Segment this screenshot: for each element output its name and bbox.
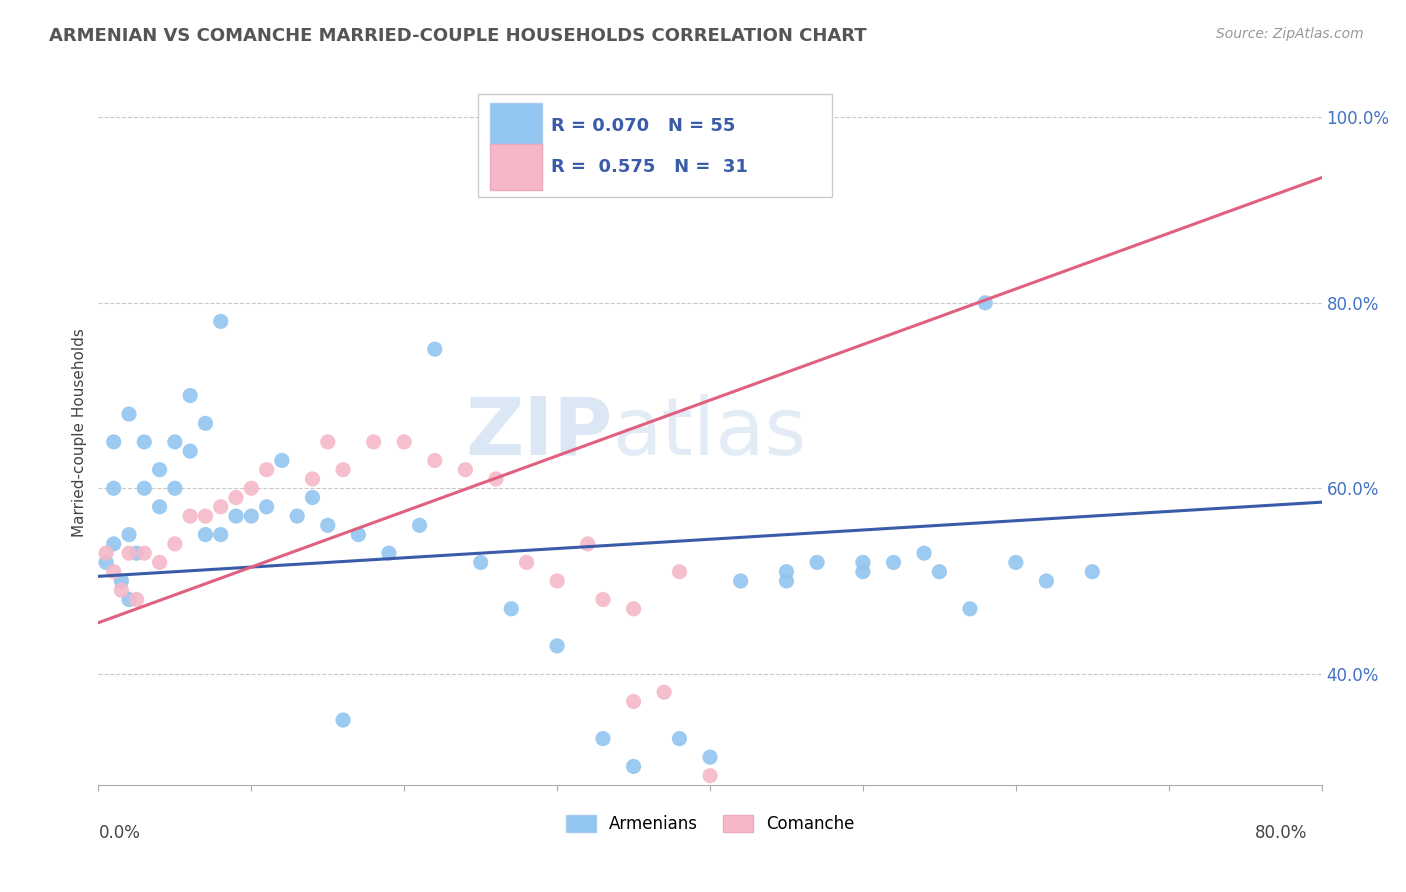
- Point: [316, 434, 339, 449]
- Point: [316, 518, 339, 533]
- Point: [332, 713, 354, 727]
- Point: [125, 546, 148, 560]
- Point: [516, 556, 538, 570]
- Point: [423, 342, 446, 356]
- Point: [240, 509, 263, 524]
- Point: [94, 556, 117, 570]
- Point: [256, 500, 278, 514]
- Point: [118, 407, 141, 421]
- Point: [775, 574, 797, 588]
- Point: [806, 556, 828, 570]
- Point: [592, 731, 614, 746]
- Point: [623, 694, 645, 708]
- Point: [852, 556, 875, 570]
- Point: [332, 463, 354, 477]
- Point: [134, 434, 156, 449]
- Point: [959, 602, 981, 616]
- Point: [194, 527, 217, 541]
- Text: R =  0.575   N =  31: R = 0.575 N = 31: [551, 158, 748, 176]
- Point: [256, 463, 278, 477]
- Point: [209, 527, 232, 541]
- Point: [125, 592, 148, 607]
- Point: [179, 388, 201, 402]
- Point: [149, 463, 172, 477]
- Point: [149, 500, 172, 514]
- Point: [546, 574, 568, 588]
- Point: [209, 314, 232, 328]
- Point: [94, 546, 117, 560]
- Point: [623, 759, 645, 773]
- FancyBboxPatch shape: [478, 95, 832, 196]
- Point: [1035, 574, 1057, 588]
- Point: [118, 546, 141, 560]
- Point: [652, 685, 675, 699]
- Point: [118, 527, 141, 541]
- Text: Source: ZipAtlas.com: Source: ZipAtlas.com: [1216, 27, 1364, 41]
- Y-axis label: Married-couple Households: Married-couple Households: [72, 328, 87, 537]
- Point: [149, 556, 172, 570]
- Point: [163, 481, 186, 495]
- Point: [623, 602, 645, 616]
- Point: [1081, 565, 1104, 579]
- Point: [592, 592, 614, 607]
- Point: [775, 565, 797, 579]
- Point: [408, 518, 430, 533]
- Text: ARMENIAN VS COMANCHE MARRIED-COUPLE HOUSEHOLDS CORRELATION CHART: ARMENIAN VS COMANCHE MARRIED-COUPLE HOUS…: [49, 27, 868, 45]
- Point: [485, 472, 508, 486]
- Point: [194, 417, 217, 431]
- Point: [363, 434, 385, 449]
- Point: [852, 565, 875, 579]
- Point: [576, 537, 599, 551]
- Point: [347, 527, 370, 541]
- Point: [546, 639, 568, 653]
- Point: [730, 574, 752, 588]
- Point: [110, 583, 132, 598]
- Point: [730, 157, 752, 171]
- FancyBboxPatch shape: [489, 144, 543, 190]
- Point: [423, 453, 446, 467]
- Text: ZIP: ZIP: [465, 393, 612, 472]
- Point: [209, 500, 232, 514]
- Point: [103, 434, 125, 449]
- Point: [301, 472, 323, 486]
- Point: [699, 750, 721, 764]
- Point: [454, 463, 477, 477]
- Point: [270, 453, 292, 467]
- Point: [225, 509, 247, 524]
- Point: [163, 537, 186, 551]
- Point: [285, 509, 308, 524]
- Point: [974, 295, 997, 310]
- Point: [225, 491, 247, 505]
- Point: [103, 481, 125, 495]
- Point: [501, 602, 523, 616]
- Point: [179, 509, 201, 524]
- Text: 0.0%: 0.0%: [98, 824, 141, 842]
- Point: [668, 731, 690, 746]
- Point: [912, 546, 935, 560]
- Point: [470, 556, 492, 570]
- Text: 80.0%: 80.0%: [1256, 824, 1308, 842]
- Legend: Armenians, Comanche: Armenians, Comanche: [558, 808, 862, 840]
- Point: [378, 546, 401, 560]
- Point: [883, 556, 905, 570]
- Point: [163, 434, 186, 449]
- Text: atlas: atlas: [612, 393, 807, 472]
- Point: [134, 546, 156, 560]
- Point: [699, 769, 721, 783]
- Point: [134, 481, 156, 495]
- Point: [668, 565, 690, 579]
- Point: [110, 574, 132, 588]
- Point: [1004, 556, 1026, 570]
- Text: R = 0.070   N = 55: R = 0.070 N = 55: [551, 117, 735, 135]
- FancyBboxPatch shape: [489, 103, 543, 149]
- Point: [928, 565, 950, 579]
- Point: [118, 592, 141, 607]
- Point: [392, 434, 416, 449]
- Point: [301, 491, 323, 505]
- Point: [103, 565, 125, 579]
- Point: [179, 444, 201, 458]
- Point: [240, 481, 263, 495]
- Point: [103, 537, 125, 551]
- Point: [194, 509, 217, 524]
